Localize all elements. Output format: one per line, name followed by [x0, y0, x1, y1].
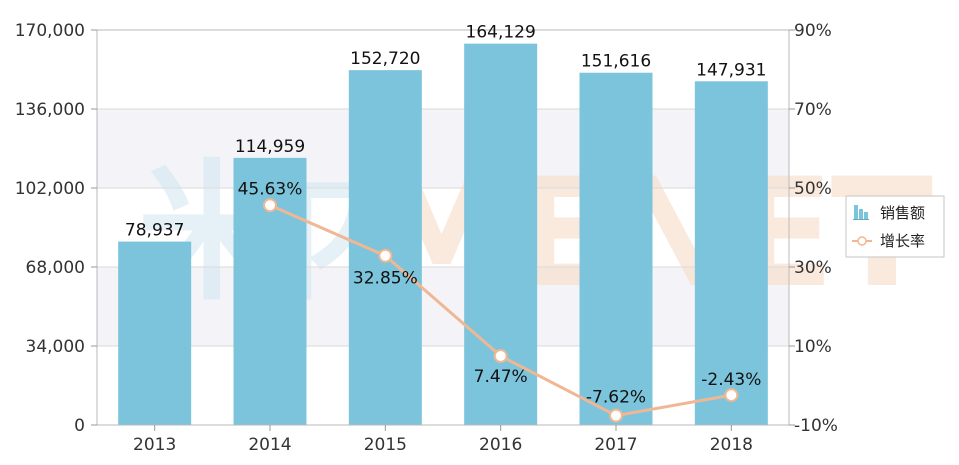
- growth-value-label: 32.85%: [353, 269, 418, 289]
- growth-value-label: -2.43%: [701, 370, 761, 390]
- x-tick-label: 2014: [248, 435, 291, 455]
- plot-band: [97, 30, 789, 109]
- left-tick-label: 136,000: [15, 100, 85, 120]
- legend-box: [845, 195, 945, 258]
- growth-point-2017: [609, 408, 623, 423]
- growth-point-2018: [724, 388, 739, 403]
- growth-point-2016: [493, 348, 508, 363]
- bar-chart-icon: [853, 205, 869, 220]
- bar-value-label: 164,129: [466, 23, 536, 43]
- right-tick-label: 50%: [794, 179, 832, 199]
- line-marker-icon: [852, 236, 872, 246]
- bar-2013: [118, 241, 192, 425]
- bar-2015: [348, 70, 422, 426]
- bar-2017: [579, 72, 653, 426]
- growth-value-label: 45.63%: [238, 179, 303, 199]
- bar-value-label: 114,959: [235, 137, 305, 157]
- growth-line: [263, 198, 739, 423]
- bar-chart-icon-bar: [854, 205, 858, 219]
- x-tick-label: 2017: [594, 435, 637, 455]
- bar-chart-icon-bar: [859, 209, 863, 219]
- legend-label-growth: 增长率: [880, 232, 925, 250]
- growth-value-label: 7.47%: [474, 367, 528, 387]
- growth-point-2014: [263, 198, 277, 213]
- plot-band: [97, 188, 789, 267]
- line-marker-icon-dot: [857, 236, 867, 246]
- legend-label-sales: 销售额: [880, 204, 925, 222]
- right-tick-label: 90%: [794, 21, 832, 41]
- right-tick-label: 30%: [794, 258, 832, 278]
- x-tick-label: 2018: [710, 435, 753, 455]
- bar-value-label: 78,937: [125, 221, 184, 241]
- left-tick-label: 34,000: [26, 337, 85, 357]
- left-tick-label: 102,000: [15, 179, 85, 199]
- left-tick-label: 170,000: [15, 21, 85, 41]
- growth-point-2015: [378, 248, 393, 263]
- x-tick-label: 2013: [133, 435, 176, 455]
- left-tick-label: 68,000: [26, 258, 85, 278]
- growth-value-label: -7.62%: [586, 388, 646, 408]
- right-tick-label: -10%: [794, 416, 838, 436]
- right-tick-label: 10%: [794, 337, 832, 357]
- right-axis-ticks: -10% 10% 30% 50% 70% 90%: [789, 21, 838, 436]
- x-axis-ticks: 2013 2014 2015 2016 2017 2018: [133, 425, 753, 455]
- bar-value-label: 152,720: [350, 49, 420, 69]
- right-tick-label: 70%: [794, 100, 832, 120]
- plot-band: [97, 109, 789, 188]
- x-tick-label: 2016: [479, 435, 522, 455]
- bar-value-label: 147,931: [696, 60, 766, 80]
- data-labels: 78,937 114,959 152,720 164,129 151,616 147,93…: [125, 23, 767, 408]
- left-tick-label: 0: [74, 416, 85, 436]
- left-axis-ticks: 0 34,000 68,000 102,000 136,000 170,000: [15, 21, 97, 436]
- plot-band: [97, 346, 789, 425]
- bar-value-label: 151,616: [581, 52, 651, 72]
- x-tick-label: 2015: [364, 435, 407, 455]
- bar-2018: [694, 81, 768, 426]
- plot-border: [96, 29, 790, 426]
- bar-chart-icon-bar: [864, 212, 868, 219]
- plot-frame: [96, 29, 790, 426]
